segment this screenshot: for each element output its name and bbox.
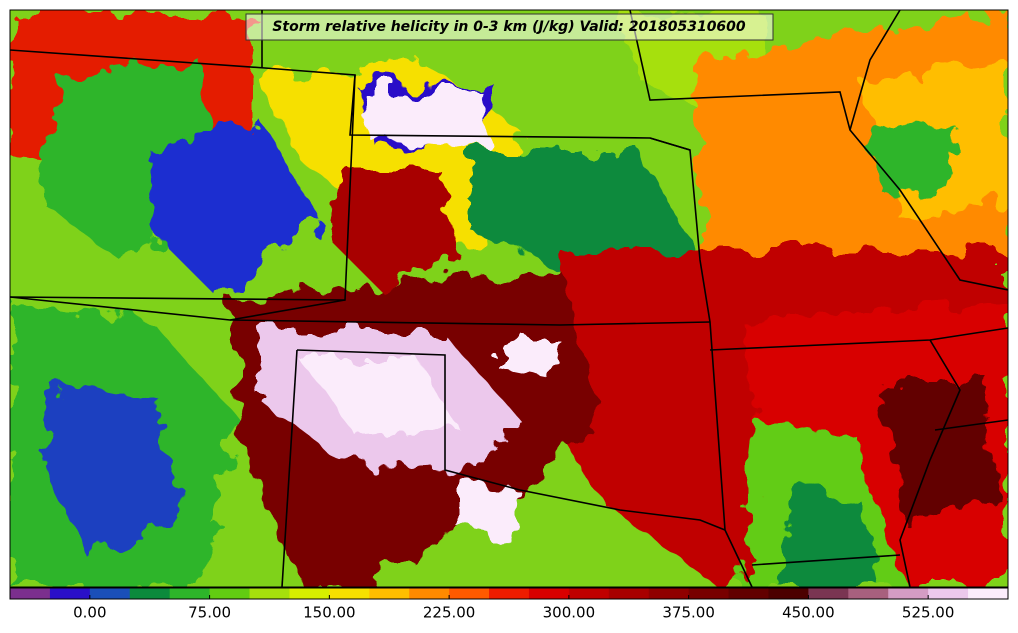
colorbar-segment: [648, 588, 690, 599]
colorbar-segment: [848, 588, 889, 599]
colorbar-segment: [688, 588, 730, 599]
colorbar-tick-label: 0.00: [73, 604, 106, 622]
colorbar-segment: [888, 588, 929, 599]
map-frame: [9, 9, 1009, 588]
title-box: [245, 13, 774, 41]
colorbar-segment: [608, 588, 650, 599]
colorbar-segment: [49, 588, 91, 599]
colorbar-segment: [289, 588, 330, 599]
colorbar-segment: [249, 588, 290, 599]
colorbar-segment: [10, 588, 51, 599]
colorbar-segment: [808, 588, 849, 599]
colorbar-tick-label: 75.00: [188, 604, 231, 622]
colorbar-segment: [568, 588, 610, 599]
colorbar-frame: [9, 587, 1009, 600]
colorbar-segment: [489, 588, 530, 599]
colorbar-segment: [449, 588, 490, 599]
colorbar-segment: [928, 588, 969, 599]
colorbar-tick-label: 375.00: [662, 604, 715, 622]
colorbar-segment: [89, 588, 131, 599]
colorbar: 0.00 75.00 150.00 225.00 300.00 375.00 450.00 5…: [9, 587, 1009, 622]
colorbar-tick-label: 150.00: [303, 604, 356, 622]
helicity-field: [10, 10, 1008, 587]
colorbar-segment: [169, 588, 211, 599]
colorbar-tick-label: 450.00: [782, 604, 835, 622]
colorbar-segment: [409, 588, 450, 599]
colorbar-segment: [209, 588, 251, 599]
colorbar-tick-label: 225.00: [423, 604, 476, 622]
colorbar-segment: [329, 588, 370, 599]
colorbar-segment: [369, 588, 410, 599]
colorbar-segment: [129, 588, 171, 599]
colorbar-segment: [728, 588, 769, 599]
colorbar-tick-label: 300.00: [543, 604, 596, 622]
colorbar-tick-label: 525.00: [902, 604, 955, 622]
colorbar-segment: [968, 588, 1009, 599]
colorbar-segment: [768, 588, 809, 599]
map-title: Storm relative helicity in 0-3 km (J/kg)…: [272, 19, 746, 35]
state-borders: [10, 10, 1008, 587]
colorbar-segment: [528, 588, 570, 599]
